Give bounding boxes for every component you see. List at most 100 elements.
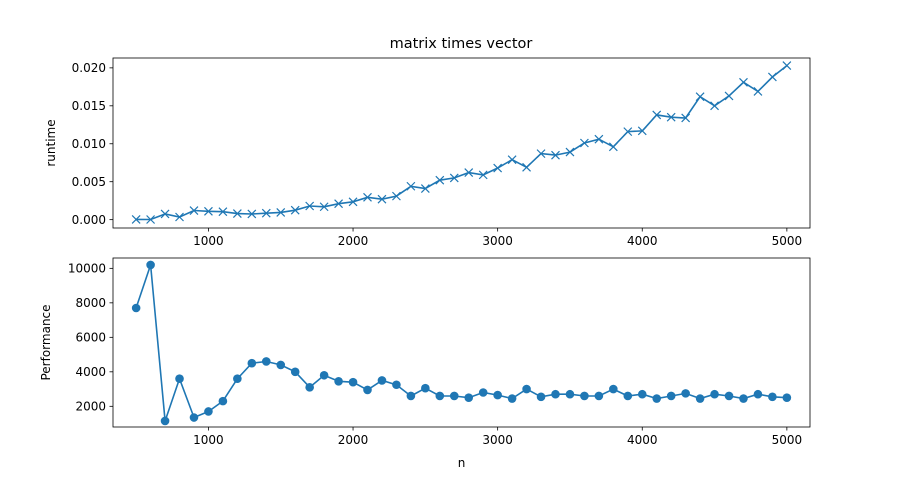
performance-point: [392, 380, 401, 390]
runtime-subplot: 1000 2000 3000 4000 5000 0.000 0.005 0.010 0.015…: [44, 57, 811, 248]
performance-axes-frame: [112, 257, 811, 428]
runtime-point: [507, 155, 517, 165]
performance-y-tick-label: 2000: [75, 400, 106, 414]
runtime-x-tick-label: 3000: [482, 234, 513, 248]
runtime-point: [522, 162, 531, 172]
runtime-point: [363, 192, 372, 202]
performance-x-tick-label: 1000: [193, 433, 224, 447]
performance-point: [449, 391, 459, 401]
runtime-point: [753, 86, 763, 96]
performance-point: [507, 394, 517, 403]
runtime-point: [551, 150, 560, 160]
performance-point: [768, 392, 777, 402]
runtime-point: [435, 175, 445, 185]
performance-y-axis-label: Performance: [39, 304, 53, 380]
performance-point: [421, 383, 430, 393]
performance-point: [319, 370, 329, 380]
performance-point: [623, 391, 633, 401]
runtime-point: [160, 209, 170, 219]
performance-point: [666, 391, 676, 401]
runtime-point: [536, 149, 546, 159]
performance-x-tick-label: 5000: [772, 433, 803, 447]
runtime-point: [782, 61, 792, 71]
runtime-x-tick-label: 1000: [193, 234, 224, 248]
runtime-point: [247, 209, 257, 219]
performance-point: [334, 377, 343, 386]
performance-point: [710, 389, 719, 399]
performance-x-axis-label: n: [458, 456, 466, 470]
runtime-point: [681, 113, 691, 123]
performance-point: [681, 389, 690, 398]
performance-y-tick-label: 8000: [75, 296, 106, 310]
runtime-y-tick-label: 0.015: [72, 99, 106, 113]
runtime-point: [406, 181, 416, 191]
performance-point: [233, 374, 242, 384]
runtime-y-tick-label: 0.005: [72, 175, 106, 189]
runtime-point: [290, 205, 300, 215]
performance-y-tick-label: 10000: [68, 262, 106, 276]
chart-title: matrix times vector: [390, 36, 533, 52]
performance-point: [348, 377, 358, 387]
performance-point: [305, 383, 314, 392]
runtime-axes-frame: [112, 57, 811, 229]
runtime-point: [666, 112, 676, 122]
runtime-point: [767, 72, 777, 82]
runtime-point: [204, 206, 213, 216]
performance-point: [594, 391, 604, 401]
runtime-point: [348, 197, 358, 207]
performance-point: [464, 393, 474, 402]
performance-point: [377, 376, 387, 385]
runtime-point: [276, 208, 286, 217]
performance-point: [247, 358, 257, 368]
performance-y-tick-label: 6000: [75, 331, 106, 345]
performance-point: [175, 374, 184, 384]
runtime-point: [189, 206, 199, 215]
runtime-point: [710, 101, 719, 111]
performance-point: [160, 416, 170, 426]
performance-point: [609, 384, 618, 394]
runtime-point: [565, 147, 575, 157]
runtime-point: [724, 91, 734, 101]
runtime-x-tick-label: 5000: [772, 234, 803, 248]
performance-x-tick-label: 4000: [627, 433, 658, 447]
performance-point: [565, 389, 575, 399]
runtime-point: [478, 170, 488, 180]
performance-subplot: 1000 2000 3000 4000 5000 2000 4000 6000 8000 1000…: [39, 257, 811, 470]
runtime-point: [392, 191, 401, 201]
performance-point: [204, 407, 213, 416]
runtime-point: [594, 134, 604, 144]
runtime-point: [652, 110, 662, 120]
runtime-point: [261, 208, 271, 218]
performance-point: [218, 396, 228, 406]
performance-point: [435, 391, 445, 401]
runtime-point: [579, 138, 589, 148]
runtime-y-tick-label: 0.000: [72, 213, 106, 227]
performance-point: [695, 394, 705, 403]
performance-point: [478, 388, 488, 397]
runtime-point: [420, 184, 430, 193]
performance-point: [406, 391, 416, 401]
runtime-point: [464, 168, 474, 178]
runtime-y-axis-label: runtime: [44, 119, 58, 166]
runtime-point: [146, 215, 156, 224]
runtime-point: [493, 163, 503, 173]
runtime-point: [175, 212, 184, 222]
runtime-y-tick-label: 0.010: [72, 137, 106, 151]
performance-point: [290, 367, 300, 377]
runtime-point: [319, 202, 329, 212]
performance-point: [637, 389, 647, 399]
runtime-point: [232, 209, 242, 219]
runtime-y-tick-label: 0.020: [72, 61, 106, 75]
runtime-point: [637, 126, 647, 136]
runtime-x-tick-label: 4000: [627, 234, 658, 248]
performance-y-tick-label: 4000: [75, 365, 106, 379]
performance-point: [652, 394, 662, 403]
performance-x-tick-label: 2000: [338, 433, 369, 447]
performance-point: [146, 260, 155, 270]
runtime-point: [623, 127, 633, 137]
runtime-point: [131, 214, 141, 224]
performance-x-tick-label: 3000: [482, 433, 513, 447]
runtime-point: [218, 207, 228, 217]
